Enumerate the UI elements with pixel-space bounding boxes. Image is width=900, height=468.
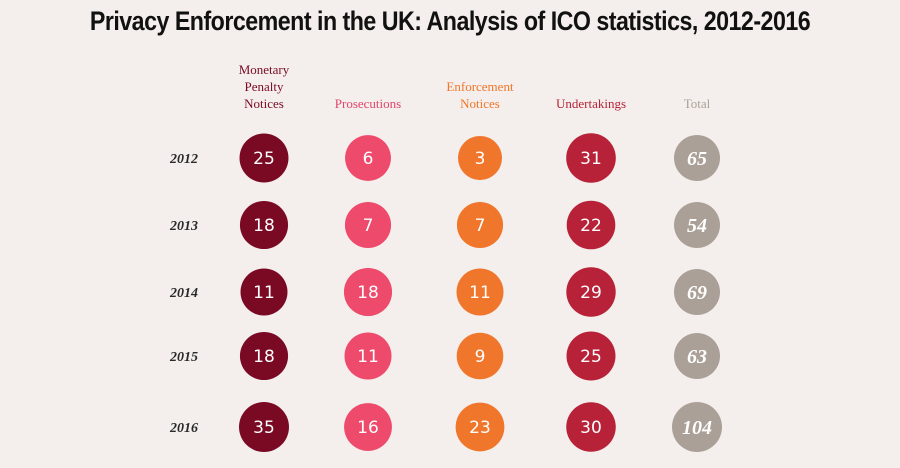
column-header-line: Monetary (239, 62, 290, 77)
value-label: 7 (363, 216, 374, 236)
value-bubble (239, 133, 289, 183)
total-value-label: 63 (687, 346, 707, 368)
value-label: 11 (357, 347, 379, 367)
value-label: 30 (580, 418, 602, 438)
value-label: 18 (253, 347, 275, 367)
value-label: 11 (469, 283, 491, 303)
value-bubble (566, 267, 616, 317)
value-label: 11 (253, 283, 275, 303)
row-label-year: 2015 (169, 350, 198, 365)
value-bubble (345, 135, 391, 181)
column-header: Total (684, 96, 711, 111)
total-value-label: 104 (682, 417, 712, 439)
value-label: 31 (580, 149, 602, 169)
value-label: 23 (469, 418, 491, 438)
value-bubble (344, 201, 392, 249)
value-bubble (344, 403, 392, 451)
chart-title: Privacy Enforcement in the UK: Analysis … (89, 6, 811, 36)
value-label: 18 (253, 216, 275, 236)
column-header-line: Penalty (245, 79, 284, 94)
value-bubble (566, 402, 616, 452)
row-label-year: 2016 (169, 421, 198, 436)
value-bubble (240, 268, 288, 316)
total-value-label: 65 (687, 148, 707, 170)
row-label-year: 2014 (169, 286, 198, 301)
value-label: 6 (363, 149, 374, 169)
total-value-label: 69 (687, 282, 707, 304)
value-label: 16 (357, 418, 379, 438)
value-bubble (343, 267, 393, 317)
value-label: 35 (253, 418, 275, 438)
value-bubble (239, 331, 289, 381)
value-label: 25 (253, 149, 275, 169)
value-label: 29 (580, 283, 602, 303)
value-bubble (455, 402, 505, 452)
total-bubble (672, 402, 722, 452)
total-bubble (674, 135, 720, 181)
value-label: 18 (357, 283, 379, 303)
value-bubble (458, 136, 502, 180)
value-label: 7 (475, 216, 486, 236)
value-bubble (456, 201, 504, 249)
value-bubble (239, 200, 289, 250)
value-bubble (344, 332, 392, 380)
total-bubble (674, 333, 720, 379)
value-label: 25 (580, 347, 602, 367)
value-bubble (456, 268, 504, 316)
total-bubble (674, 202, 720, 248)
column-header: Monetary Penalty Notices (239, 62, 290, 111)
column-header-line: Notices (244, 96, 284, 111)
value-bubble (456, 332, 504, 380)
column-header-line: Prosecutions (335, 96, 401, 111)
value-bubble (566, 200, 616, 250)
column-header-line: Notices (460, 96, 500, 111)
row-label-year: 2013 (169, 219, 198, 234)
column-header: Undertakings (556, 96, 626, 111)
column-header-line: Enforcement (446, 79, 514, 94)
value-label: 22 (580, 216, 602, 236)
column-header-line: Undertakings (556, 96, 626, 111)
total-value-label: 54 (687, 215, 707, 237)
column-header-line: Total (684, 96, 711, 111)
value-label: 9 (475, 347, 486, 367)
value-bubble (566, 331, 616, 381)
total-bubble (674, 269, 720, 315)
column-header: Enforcement Notices (446, 79, 514, 111)
column-header: Prosecutions (335, 96, 401, 111)
value-bubble (239, 402, 289, 452)
value-bubble (566, 133, 616, 183)
value-label: 3 (475, 149, 486, 169)
row-label-year: 2012 (169, 152, 198, 167)
